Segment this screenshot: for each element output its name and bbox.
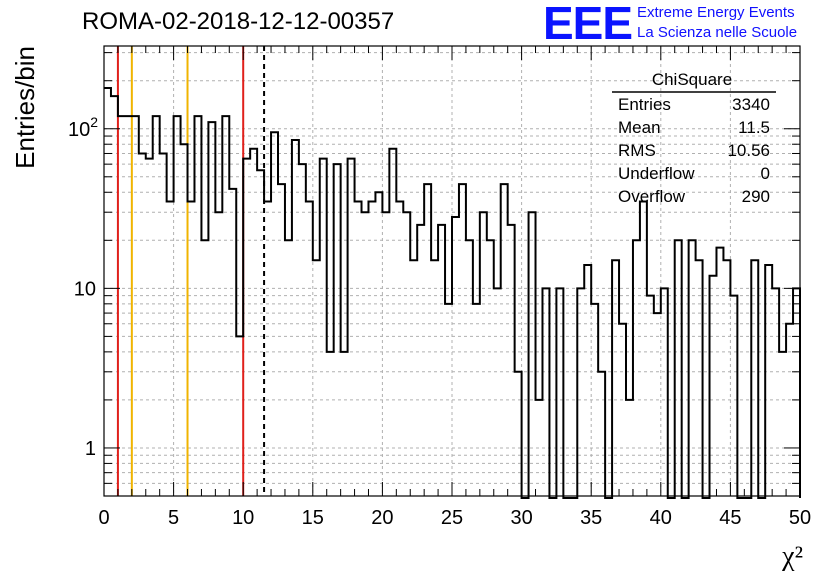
x-tick-label: 40 xyxy=(650,507,672,529)
stats-value-rms: 10.56 xyxy=(727,141,770,160)
stats-label-entries: Entries xyxy=(618,95,671,114)
x-axis-label: χ² xyxy=(781,541,803,572)
x-tick-label: 30 xyxy=(510,507,532,529)
y-tick-label: 1 xyxy=(85,438,96,460)
stats-label-rms: RMS xyxy=(618,141,656,160)
axis-labels: 0 5 10 15 20 25 30 35 40 45 50 1 10 102 χ² Entries/bin xyxy=(10,46,811,572)
histogram-series xyxy=(104,87,801,499)
marker-lines xyxy=(116,46,266,496)
x-tick-label: 25 xyxy=(441,507,463,529)
x-tick-label: 50 xyxy=(789,507,811,529)
run-title: ROMA-02-2018-12-12-00357 xyxy=(82,8,395,35)
stats-value-mean: 11.5 xyxy=(738,118,770,137)
stats-value-entries: 3340 xyxy=(732,95,770,114)
plot-frame xyxy=(103,45,801,497)
stats-label-mean: Mean xyxy=(618,118,661,137)
y-tick-label: 10 xyxy=(74,278,96,300)
y-tick-label: 102 xyxy=(68,114,98,141)
stats-label-underflow: Underflow xyxy=(618,164,695,183)
x-tick-label: 10 xyxy=(232,507,254,529)
stats-title: ChiSquare xyxy=(652,70,732,89)
stats-box: ChiSquare Entries 3340 Mean 11.5 RMS 10.… xyxy=(612,70,776,206)
x-tick-label: 0 xyxy=(98,507,109,529)
eee-logo-line1: Extreme Energy Events xyxy=(637,4,795,21)
x-tick-label: 15 xyxy=(302,507,324,529)
stats-label-overflow: Overflow xyxy=(618,187,686,206)
eee-logo: EEE xyxy=(543,0,633,49)
eee-logo-line2: La Scienza nelle Scuole xyxy=(637,24,798,41)
x-tick-label: 20 xyxy=(371,507,393,529)
x-tick-label: 5 xyxy=(168,507,179,529)
stats-value-underflow: 0 xyxy=(761,164,770,183)
x-tick-label: 45 xyxy=(719,507,741,529)
stats-value-overflow: 290 xyxy=(742,187,770,206)
x-tick-label: 35 xyxy=(580,507,602,529)
y-axis-label: Entries/bin xyxy=(10,46,40,169)
